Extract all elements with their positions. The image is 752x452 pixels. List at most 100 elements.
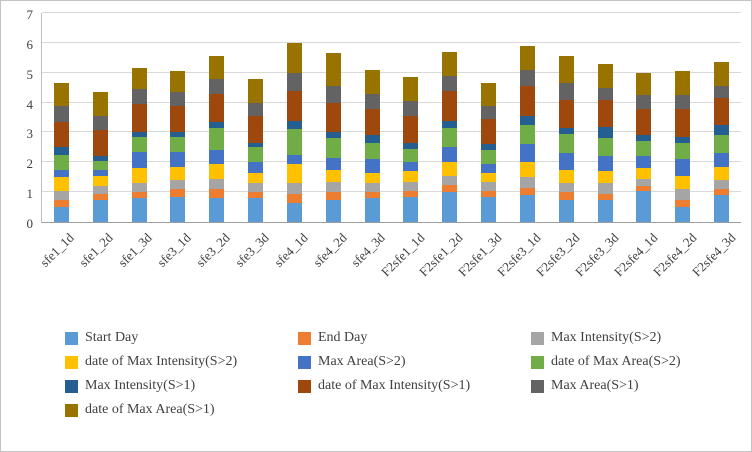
legend-swatch [531, 379, 544, 393]
bar-segment [713, 135, 729, 154]
bar-segment [364, 183, 380, 193]
bar-segment [92, 160, 108, 170]
bar-segment [364, 198, 380, 222]
bar-segment [519, 187, 535, 196]
bar-segment [170, 189, 186, 197]
bar-segment [170, 166, 186, 181]
bar-slot [158, 71, 197, 222]
bar-slot [314, 53, 353, 222]
bar-segment [364, 142, 380, 160]
bar-segment [713, 153, 729, 167]
bar-sfe4_2d [325, 53, 341, 222]
bar-segment [364, 135, 380, 143]
legend-item: Max Area(S>2) [298, 354, 531, 370]
bar-segment [519, 69, 535, 87]
bar-segment [209, 56, 225, 79]
bar-segment [170, 132, 186, 137]
bar-segment [325, 199, 341, 222]
bar-segment [481, 105, 497, 120]
bar-sfe4_3d [364, 69, 380, 222]
x-tick-label: sfe3_2d [192, 230, 233, 270]
bar-segment [519, 125, 535, 145]
y-tick-label: 7 [26, 7, 34, 22]
bar-segment [209, 128, 225, 151]
bar-segment [248, 162, 264, 173]
x-tick: sfe3_1d [154, 224, 197, 316]
bar-slot [702, 62, 741, 222]
bar-segment [325, 132, 341, 139]
chart-row: 0 1 2 3 4 5 6 7 [7, 7, 741, 231]
bar-sfe1_3d [131, 68, 147, 222]
bar-segment [713, 166, 729, 181]
bar-segment [92, 175, 108, 187]
bar-segment [519, 195, 535, 222]
bar-segment [713, 180, 729, 190]
bar-segment [675, 159, 691, 176]
x-tick: sfe4_2d [310, 224, 352, 316]
gridline [42, 71, 741, 73]
bar-segment [403, 148, 419, 163]
bar-segment [170, 92, 186, 106]
bar-segment [597, 99, 613, 127]
bar-segment [675, 108, 691, 137]
bar-segment [403, 181, 419, 191]
legend-item: date of Max Intensity(S>1) [298, 378, 531, 394]
bar-segment [364, 172, 380, 184]
legend-swatch [298, 331, 311, 345]
bar-segment [713, 125, 729, 136]
bar-segment [403, 162, 419, 172]
legend-label: End Day [318, 330, 368, 345]
bar-segment [131, 68, 147, 90]
bar-segment [286, 163, 302, 184]
legend-label: Max Area(S>1) [551, 378, 639, 393]
bar-segment [675, 142, 691, 160]
bar-segment [713, 98, 729, 126]
bar-segment [325, 102, 341, 133]
bar-segment [131, 136, 147, 152]
y-tick-label: 2 [26, 156, 34, 172]
bar-segment [286, 42, 302, 73]
plot-area [41, 12, 741, 223]
bar-segment [403, 116, 419, 143]
bar-segment [442, 51, 458, 76]
bar-segment [53, 83, 69, 106]
bar-sfe1_2d [92, 92, 108, 222]
bar-segment [170, 105, 186, 133]
bar-segment [209, 122, 225, 128]
bar-segment [53, 169, 69, 178]
bars-row [42, 13, 741, 222]
bar-segment [286, 72, 302, 91]
bar-segment [325, 169, 341, 182]
legend-label: date of Max Area(S>2) [551, 354, 681, 369]
bar-segment [675, 95, 691, 109]
bar-segment [675, 175, 691, 190]
bar-segment [286, 193, 302, 203]
x-axis: sfe1_1d sfe1_2d sfe1_3d sfe3_1d sfe3_2d sfe3_… [37, 224, 741, 316]
gridline [42, 101, 741, 103]
x-tick-label: sfe1_2d [76, 230, 116, 270]
bar-segment [442, 75, 458, 91]
bar-segment [636, 95, 652, 109]
bar-segment [481, 190, 497, 197]
bar-segment [481, 150, 497, 164]
bar-segment [519, 162, 535, 178]
bar-segment [481, 181, 497, 191]
bar-segment [713, 189, 729, 196]
bar-segment [675, 207, 691, 222]
bar-segment [636, 108, 652, 136]
bar-segment [325, 86, 341, 103]
bar-segment [675, 199, 691, 208]
bar-segment [481, 172, 497, 182]
gridline [42, 41, 741, 43]
bar-segment [209, 198, 225, 222]
bar-F2sfe3_1d [519, 45, 535, 222]
bar-segment [92, 116, 108, 130]
bar-sfe3_3d [248, 78, 264, 222]
bar-segment [519, 116, 535, 126]
bar-F2sfe4_2d [675, 71, 691, 222]
bar-slot [353, 69, 392, 222]
bar-segment [131, 183, 147, 193]
bar-segment [636, 156, 652, 169]
bar-segment [558, 133, 574, 154]
bar-segment [92, 156, 108, 161]
